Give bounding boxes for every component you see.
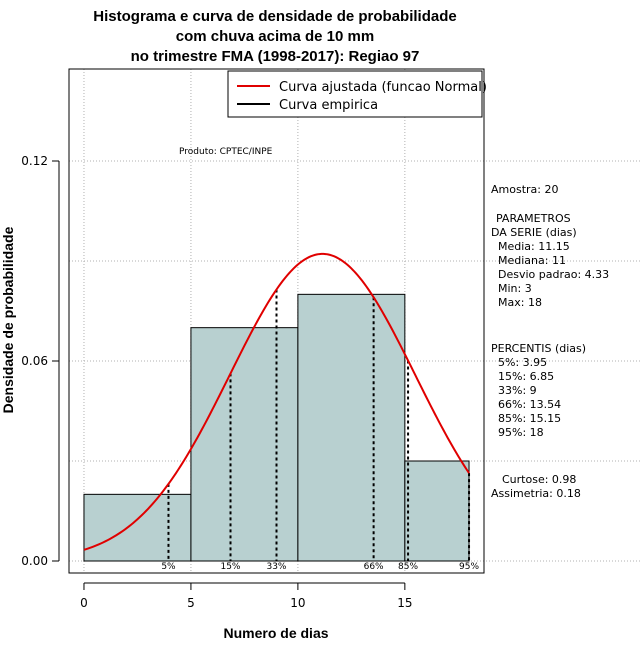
legend: Curva ajustada (funcao Normal) Curva emp… [227,70,487,118]
percentile-5: 5%: 3.95 [498,356,547,369]
percentile-label: 15% [220,562,240,572]
percentile-label: 33% [266,562,286,572]
parameters-title-1: PARAMETROS [496,212,571,225]
percentile-label: 95% [459,562,479,572]
y-tick-label: 0.06 [21,354,48,368]
fitted-normal-curve [83,252,470,551]
min-value: Min: 3 [498,282,532,295]
skewness-value: Assimetria: 0.18 [491,487,581,500]
x-axis-title: Numero de dias [223,625,328,641]
x-tick-label: 15 [397,596,412,610]
percentile-label: 66% [364,562,384,572]
plot-frame [68,68,485,574]
legend-box [227,70,483,118]
chart-title-line-1: Histograma e curva de densidade de proba… [93,8,456,25]
histogram-bar [297,293,406,562]
parameters-title-2: DA SERIE (dias) [491,226,577,239]
legend-fitted-label: Curva ajustada (funcao Normal) [279,80,487,95]
percentile-markers: 5% 15% 33% 66% 85% 95% [161,289,479,572]
y-axis-title: Densidade de probabilidade [0,226,16,413]
mean-value: Media: 11.15 [498,240,570,253]
x-tick-label: 5 [187,596,195,610]
histogram-bar [404,460,470,562]
percentile-66: 66%: 13.54 [498,398,561,411]
histogram-bar [190,327,299,562]
legend-empirical-label: Curva empirica [279,98,378,113]
median-value: Mediana: 11 [498,254,566,267]
histogram-bars [83,293,470,562]
stddev-value: Desvio padrao: 4.33 [498,268,609,281]
percentiles-title: PERCENTIS (dias) [491,342,586,355]
histogram-bar [83,493,192,562]
max-value: Max: 18 [498,296,542,309]
y-axis: 0.00 0.06 0.12 [21,154,60,568]
x-tick-label: 0 [80,596,88,610]
percentile-95: 95%: 18 [498,426,544,439]
x-tick-label: 10 [290,596,305,610]
chart-title-line-2: com chuva acima de 10 mm [176,28,374,45]
percentile-33: 33%: 9 [498,384,537,397]
product-label: Produto: CPTEC/INPE [179,147,273,157]
sample-size: Amostra: 20 [491,183,558,196]
kurtosis-value: Curtose: 0.98 [502,473,576,486]
percentile-label: 5% [161,562,176,572]
y-tick-label: 0.12 [21,154,48,168]
percentile-15: 15%: 6.85 [498,370,554,383]
percentile-label: 85% [398,562,418,572]
x-axis: 0 5 10 15 [80,582,412,610]
y-tick-label: 0.00 [21,554,48,568]
percentile-85: 85%: 15.15 [498,412,561,425]
statistics-panel: Amostra: 20 PARAMETROS DA SERIE (dias) M… [491,183,609,500]
chart-title-line-3: no trimestre FMA (1998-2017): Regiao 97 [131,48,420,65]
